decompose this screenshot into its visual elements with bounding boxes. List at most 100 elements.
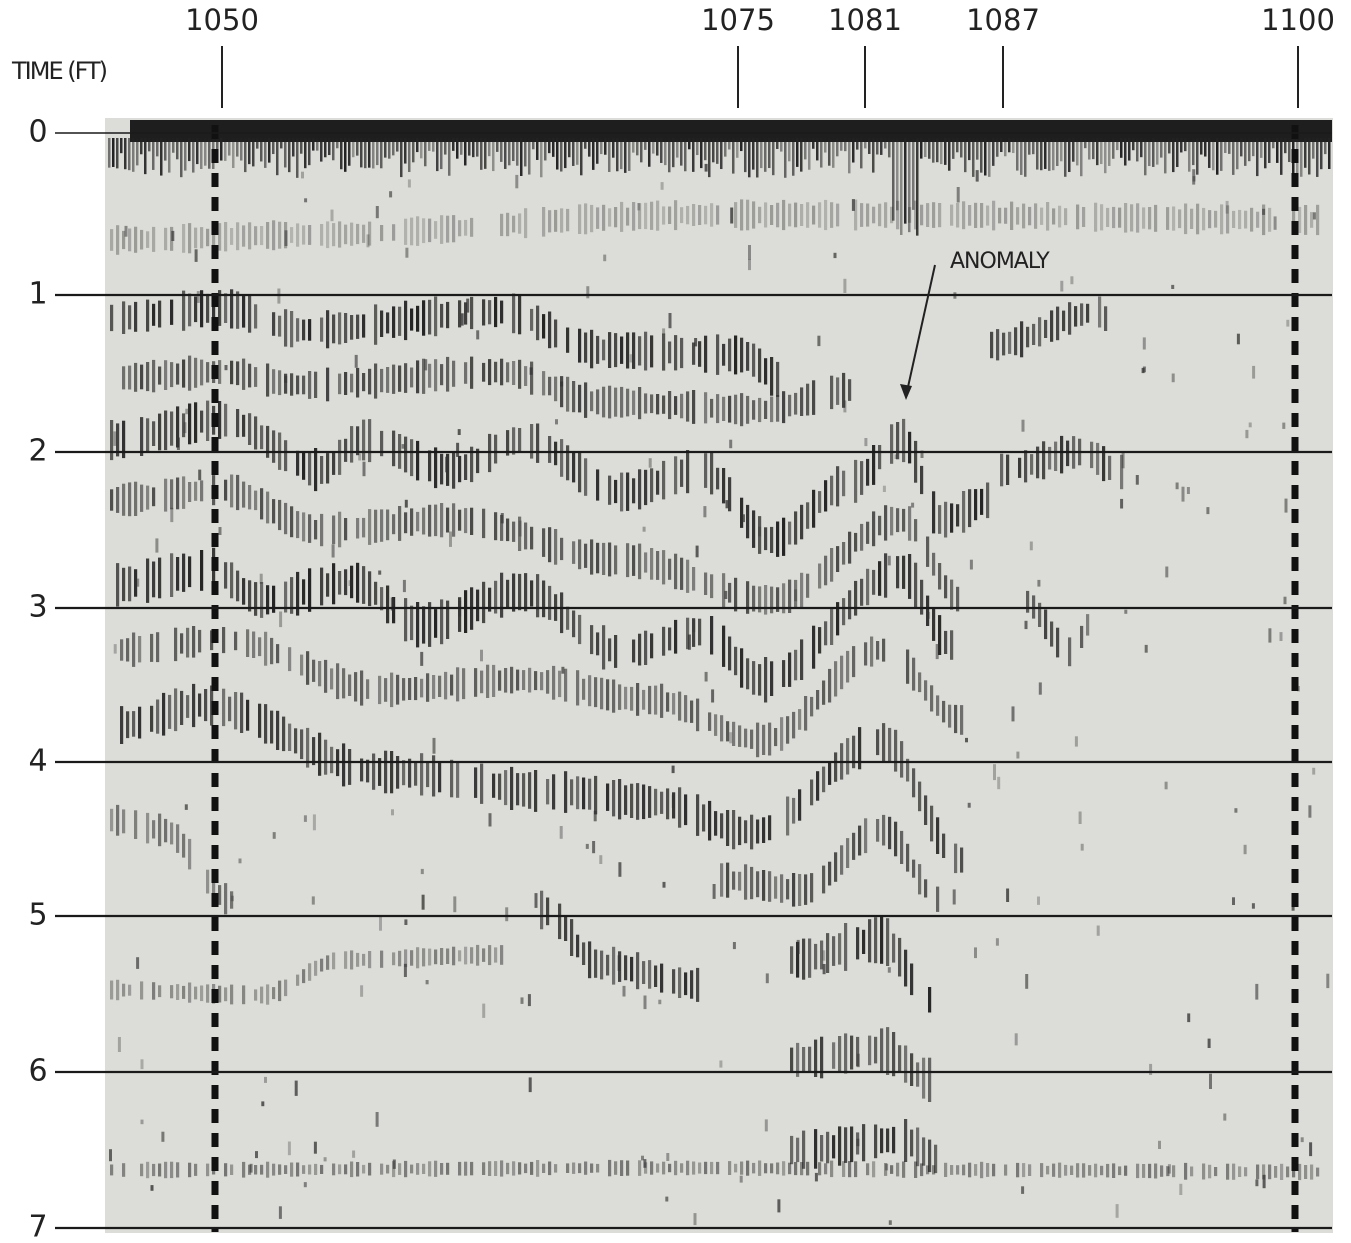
radar-stripe [438, 761, 442, 793]
speckle [184, 804, 188, 810]
radar-stripe [734, 577, 738, 612]
speckle [391, 809, 394, 816]
radar-stripe [578, 204, 582, 234]
radar-stripe [726, 862, 730, 898]
radar-stripe [698, 618, 702, 646]
radar-stripe [194, 227, 198, 249]
radar-stripe [794, 579, 798, 607]
radar-stripe [1028, 206, 1032, 226]
radar-stripe [872, 445, 876, 485]
radar-stripe [936, 817, 940, 854]
speckle [366, 234, 370, 248]
radar-stripe [428, 363, 432, 388]
radar-stripe [464, 1161, 468, 1176]
radar-stripe [818, 563, 822, 589]
radar-stripe [560, 208, 564, 233]
radar-stripe [224, 1163, 228, 1177]
radar-stripe [284, 309, 288, 347]
radar-stripe [782, 583, 786, 614]
radar-stripe [482, 1162, 486, 1175]
surface-stripe [872, 138, 875, 173]
radar-stripe [838, 1036, 842, 1073]
radar-stripe [230, 891, 234, 909]
speckle [1149, 1063, 1153, 1075]
radar-stripe [200, 480, 204, 502]
radar-stripe [1094, 202, 1098, 232]
speckle [1282, 422, 1286, 429]
radar-stripe [692, 567, 696, 591]
radar-stripe [272, 987, 276, 1000]
radar-stripe [326, 955, 330, 970]
annotation: ANOMALY [950, 249, 1050, 274]
radar-stripe [650, 1161, 654, 1175]
speckle [1255, 1179, 1259, 1187]
radar-stripe [300, 654, 304, 676]
radar-stripe [380, 310, 384, 337]
radar-stripe [170, 985, 174, 999]
radar-stripe [1316, 204, 1320, 236]
station-label: 1100 [1261, 3, 1335, 37]
surface-stripe [1248, 138, 1251, 162]
radar-stripe [354, 672, 358, 702]
radar-stripe [158, 557, 162, 599]
speckle [559, 826, 563, 839]
radar-stripe [802, 938, 806, 980]
radar-stripe [342, 668, 346, 699]
radar-stripe [1058, 205, 1062, 228]
radar-stripe [812, 380, 816, 415]
speckle [599, 855, 603, 864]
radar-stripe [1238, 1166, 1242, 1177]
radar-stripe [350, 222, 354, 246]
speckle [1006, 888, 1010, 902]
radar-stripe [1154, 204, 1158, 232]
radar-stripe [974, 489, 978, 521]
radar-stripe [182, 833, 186, 858]
radar-stripe [440, 453, 444, 485]
surface-stripe [784, 138, 787, 178]
speckle [113, 431, 117, 446]
radar-stripe [608, 542, 612, 577]
surface-stripe [1220, 138, 1223, 171]
radar-stripe [146, 558, 150, 603]
surface-stripe [592, 138, 595, 170]
radar-stripe [542, 314, 546, 339]
speckle [864, 438, 868, 447]
speckle [421, 894, 425, 910]
surface-stripe [296, 138, 299, 178]
radar-stripe [498, 670, 502, 691]
radar-stripe [680, 459, 684, 487]
radar-stripe [648, 960, 652, 989]
radar-stripe [750, 729, 754, 749]
radar-stripe [362, 517, 366, 538]
radar-stripe [270, 637, 274, 665]
radar-stripe [416, 360, 420, 394]
radar-stripe [110, 1164, 114, 1176]
radar-stripe [374, 363, 378, 399]
annotation-arrow [905, 264, 936, 397]
radar-stripe [662, 626, 666, 656]
radar-stripe [476, 944, 480, 966]
speckle [1165, 566, 1169, 578]
speckle [560, 381, 564, 387]
radar-stripe [350, 373, 354, 393]
speckle [1121, 452, 1125, 469]
radar-stripe [494, 296, 498, 328]
radar-stripe [800, 639, 804, 680]
radar-stripe [890, 506, 894, 536]
radar-stripe [554, 441, 558, 466]
surface-stripe [384, 138, 387, 158]
surface-stripe [412, 138, 415, 163]
speckle [704, 671, 708, 682]
speckle [301, 171, 304, 179]
radar-stripe [326, 573, 330, 597]
radar-stripe [396, 674, 400, 705]
radar-stripe [500, 945, 504, 965]
radar-stripe [240, 692, 244, 733]
surface-stripe [952, 138, 955, 159]
radar-stripe [818, 627, 822, 654]
surface-stripe [848, 138, 851, 174]
radar-stripe [390, 751, 394, 794]
radar-stripe [134, 481, 138, 516]
radar-stripe [1032, 323, 1036, 345]
radar-stripe [770, 661, 774, 696]
